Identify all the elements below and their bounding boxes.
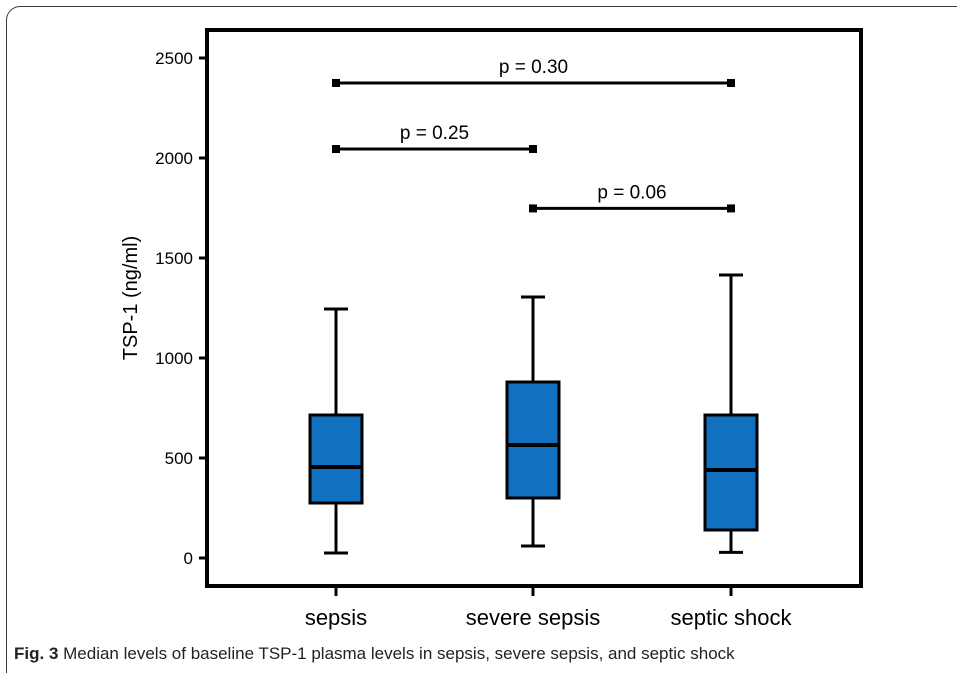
p-value-label: p = 0.06 xyxy=(597,182,666,203)
iqr-box xyxy=(308,413,364,505)
bracket-end xyxy=(332,145,340,153)
bracket-end xyxy=(727,204,735,213)
caption-text: Median levels of baseline TSP-1 plasma l… xyxy=(58,644,735,663)
x-tick-label: septic shock xyxy=(670,605,792,630)
figure-frame xyxy=(6,6,957,673)
x-tick-label: sepsis xyxy=(305,605,367,630)
y-tick-label: 1500 xyxy=(155,249,193,268)
box-plot-chart: TSP-1 (ng/ml) 0 500 1000 1500 2000 2500 sepsi… xyxy=(120,28,863,630)
bracket-end xyxy=(529,204,537,213)
bracket-end xyxy=(529,145,537,153)
boxes xyxy=(308,273,759,555)
y-axis-label: TSP-1 (ng/ml) xyxy=(120,236,142,360)
significance-brackets: p = 0.30 p = 0.25 p = 0.06 xyxy=(332,57,735,213)
bracket-end xyxy=(332,79,340,87)
x-tick-label: severe sepsis xyxy=(466,605,601,630)
y-axis: 0 500 1000 1500 2000 2500 xyxy=(155,49,207,568)
figure-caption: Fig. 3 Median levels of baseline TSP-1 p… xyxy=(14,644,735,664)
y-tick-label: 2500 xyxy=(155,49,193,68)
comparison-bracket: p = 0.30 xyxy=(332,57,735,87)
p-value-label: p = 0.30 xyxy=(499,57,568,78)
y-tick-label: 0 xyxy=(184,549,193,568)
figure-label: Fig. 3 xyxy=(14,644,59,663)
x-axis: sepsis severe sepsis septic shock xyxy=(305,586,793,630)
box-sepsis xyxy=(308,307,364,555)
y-tick-label: 1000 xyxy=(155,349,193,368)
iqr-box xyxy=(703,413,759,532)
iqr-box xyxy=(505,380,561,500)
comparison-bracket: p = 0.25 xyxy=(332,123,537,153)
y-tick-label: 500 xyxy=(165,449,193,468)
bracket-end xyxy=(727,79,735,87)
box-severe-sepsis xyxy=(505,295,561,548)
box-septic-shock xyxy=(703,273,759,554)
y-tick-label: 2000 xyxy=(155,149,193,168)
comparison-bracket: p = 0.06 xyxy=(529,182,735,213)
p-value-label: p = 0.25 xyxy=(400,123,469,144)
